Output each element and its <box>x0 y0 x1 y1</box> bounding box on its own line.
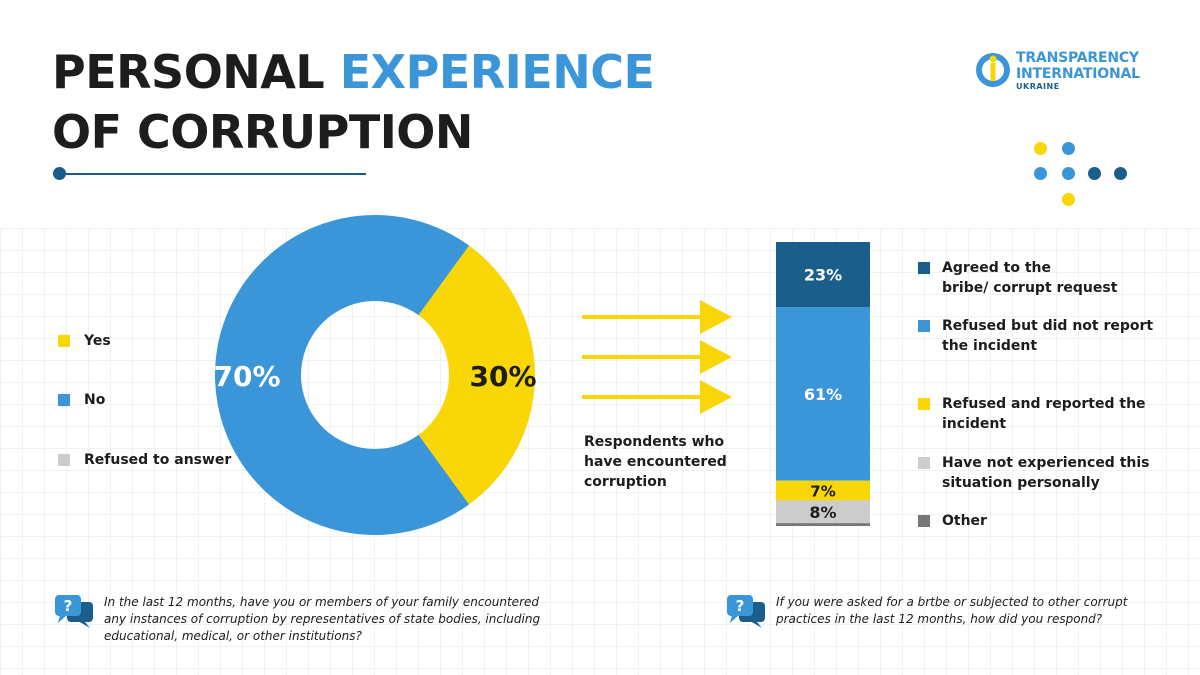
legend-item-not-experienced: Have not experienced this situation pers… <box>918 453 1178 493</box>
decor-dot <box>1062 142 1075 155</box>
stack-segment <box>776 523 870 526</box>
legend-swatch <box>918 320 930 332</box>
legend-swatch <box>58 454 70 466</box>
legend-item-other: Other <box>918 511 1178 531</box>
respondents-line: have encountered <box>584 454 727 470</box>
legend-label: No <box>84 392 106 408</box>
legend-label: Agreed to the bribe/ corrupt request <box>942 258 1117 298</box>
legend-label: Other <box>942 511 987 531</box>
question-line: If you were asked for a brtbe or subject… <box>776 595 1128 609</box>
stack-segment <box>776 500 870 524</box>
logo-text: TRANSPARENCY INTERNATIONAL <box>1016 50 1140 82</box>
title-line-1: PERSONAL EXPERIENCE <box>52 42 655 102</box>
decor-dot <box>1062 167 1075 180</box>
legend-label-line: Have not experienced this <box>942 455 1150 471</box>
question-right: ? If you were asked for a brtbe or subje… <box>726 594 1127 630</box>
legend-item-yes: Yes <box>58 333 111 349</box>
legend-swatch <box>918 398 930 410</box>
title-underline <box>54 173 366 175</box>
arrow-right-icon <box>582 300 732 334</box>
legend-swatch <box>918 457 930 469</box>
respondents-line: corruption <box>584 474 667 490</box>
question-line: any instances of corruption by represent… <box>104 612 541 626</box>
donut-chart: 30% 70% <box>213 215 537 535</box>
page-title: PERSONAL EXPERIENCE OF CORRUPTION <box>52 42 655 162</box>
legend-label: Refused to answer <box>84 452 232 468</box>
decor-dot <box>1034 167 1047 180</box>
legend-label-line: the incident <box>942 338 1038 354</box>
legend-label: Refused but did not report the incident <box>942 316 1153 356</box>
question-left: ? In the last 12 months, have you or mem… <box>54 594 540 645</box>
stack-value-label: 61% <box>804 385 842 404</box>
stack-segment <box>776 480 870 501</box>
legend-item-no: No <box>58 392 105 408</box>
decor-dot <box>1114 167 1127 180</box>
stacked-bar-chart: 23% 61% 7% 8% <box>776 242 870 526</box>
decor-dot <box>1034 142 1047 155</box>
question-bubble-icon: ? <box>727 595 765 628</box>
transparency-international-logo: TRANSPARENCY INTERNATIONAL UKRAINE <box>974 49 1154 93</box>
question-bubble-icon: ? <box>55 595 93 628</box>
donut-slice-yes <box>418 245 536 505</box>
question-mark-glyph: ? <box>736 597 745 615</box>
title-underline-dot <box>53 167 66 180</box>
legend-item-agreed: Agreed to the bribe/ corrupt request <box>918 258 1178 298</box>
legend-label-line: bribe/ corrupt request <box>942 280 1118 296</box>
arrow-right-icon <box>582 340 732 374</box>
question-mark-glyph: ? <box>64 597 73 615</box>
legend-label: Yes <box>84 333 111 349</box>
title-word-personal: PERSONAL <box>52 45 340 99</box>
logo-line-1: TRANSPARENCY <box>1016 50 1139 66</box>
legend-item-refused-reported: Refused and reported the incident <box>918 394 1178 434</box>
title-word-experience: EXPERIENCE <box>339 45 655 99</box>
donut-value-label: 30% <box>469 360 536 393</box>
legend-label: Refused and reported the incident <box>942 394 1146 434</box>
legend-swatch <box>918 515 930 527</box>
legend-label-line: Other <box>942 513 987 529</box>
donut-slice-no <box>215 215 470 535</box>
stack-value-label: 23% <box>804 266 842 285</box>
decorative-dots <box>1030 138 1140 210</box>
question-text: In the last 12 months, have you or membe… <box>104 594 540 645</box>
question-text: If you were asked for a brtbe or subject… <box>776 594 1127 628</box>
legend-label-line: incident <box>942 416 1007 432</box>
respondents-line: Respondents who <box>584 434 725 450</box>
legend-swatch <box>918 262 930 274</box>
title-line-2: OF CORRUPTION <box>52 105 473 159</box>
stack-value-label: 8% <box>809 503 836 522</box>
question-line: practices in the last 12 months, how did… <box>776 612 1103 626</box>
arrows-graphic <box>582 300 732 414</box>
legend-label: Have not experienced this situation pers… <box>942 453 1150 493</box>
legend-item-refused-not-reported: Refused but did not report the incident <box>918 316 1178 356</box>
question-line: educational, medical, or other instituti… <box>104 629 362 643</box>
respondents-label: Respondents who have encountered corrupt… <box>584 432 727 492</box>
logo-line-2: INTERNATIONAL <box>1016 66 1140 82</box>
question-line: In the last 12 months, have you or membe… <box>104 595 539 609</box>
logo-emblem-icon <box>976 53 1010 87</box>
legend-label-line: Refused but did not report <box>942 318 1154 334</box>
stack-segment <box>776 307 870 481</box>
stack-value-label: 7% <box>810 483 835 501</box>
legend-label-line: situation personally <box>942 475 1100 491</box>
legend-item-refused: Refused to answer <box>58 452 231 468</box>
stack-segment <box>776 242 870 308</box>
arrow-right-icon <box>582 380 732 414</box>
legend-swatch <box>58 335 70 347</box>
legend-label-line: Refused and reported the <box>942 396 1146 412</box>
legend-label-line: Agreed to the <box>942 260 1051 276</box>
grid-background <box>0 228 1200 675</box>
logo-line-3: UKRAINE <box>1016 82 1060 91</box>
decor-dot <box>1062 193 1075 206</box>
decor-dot <box>1088 167 1101 180</box>
legend-swatch <box>58 394 70 406</box>
donut-value-label: 70% <box>213 360 280 393</box>
